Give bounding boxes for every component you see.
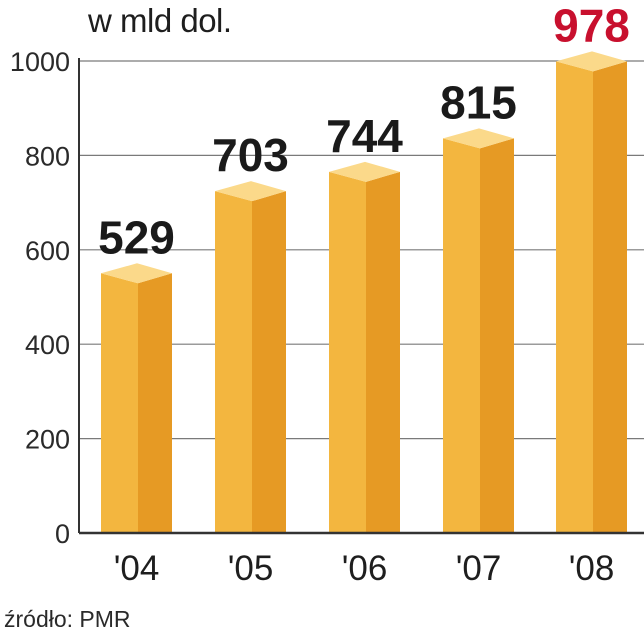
value-label: 815	[440, 76, 517, 128]
bar-side-face	[480, 138, 514, 533]
x-tick-label: '05	[228, 549, 274, 588]
bar-front-face	[329, 171, 366, 533]
y-tick-label: 600	[25, 236, 70, 266]
bar-side-face	[366, 171, 400, 533]
x-tick-label: '06	[342, 549, 388, 588]
value-label: 978	[553, 0, 630, 51]
bars	[101, 51, 627, 533]
bar-2	[329, 161, 400, 533]
x-tick-label: '08	[569, 549, 615, 588]
bar-1	[215, 181, 286, 533]
x-tick-label: '07	[456, 549, 502, 588]
bar-front-face	[556, 61, 593, 533]
value-labels: 529 703 744 815 978	[98, 0, 630, 263]
bar-side-face	[138, 273, 172, 533]
y-tick-label: 0	[55, 519, 70, 549]
bar-top-face	[329, 161, 400, 182]
x-tick-label: '04	[114, 549, 160, 588]
bar-side-face	[593, 61, 627, 533]
bar-side-face	[252, 191, 286, 533]
bar-front-face	[443, 138, 480, 533]
value-label: 703	[212, 129, 289, 181]
bar-top-face	[101, 263, 172, 284]
bar-top-face	[215, 181, 286, 202]
bar-front-face	[101, 273, 138, 533]
y-tick-label: 200	[25, 425, 70, 455]
value-label: 744	[326, 110, 403, 162]
bar-top-face	[443, 128, 514, 149]
bar-chart: 0 200 400 600 800 1000 529 703 744 815 978 '04 '05…	[10, 0, 644, 588]
bar-0	[101, 263, 172, 533]
value-label: 529	[98, 211, 175, 263]
bar-3	[443, 128, 514, 533]
bar-4	[556, 51, 627, 533]
y-tick-label: 400	[25, 330, 70, 360]
bar-front-face	[215, 191, 252, 533]
y-tick-label: 1000	[10, 47, 70, 77]
y-axis-ticks: 0 200 400 600 800 1000	[10, 47, 70, 549]
x-axis-ticks: '04 '05 '06 '07 '08	[114, 549, 615, 588]
unit-label: w mld dol.	[88, 2, 232, 39]
bar-top-face	[556, 51, 627, 72]
source-note: źródło: PMR	[4, 606, 131, 632]
y-tick-label: 800	[25, 141, 70, 171]
